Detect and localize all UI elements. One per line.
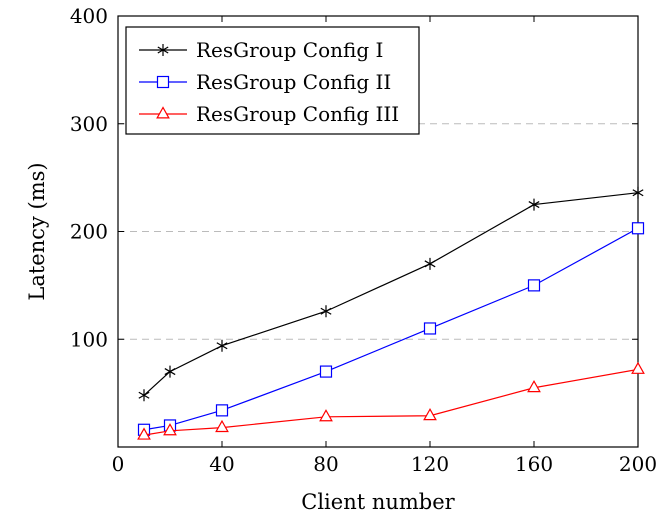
series-1-point-10 (138, 389, 150, 402)
legend-box (125, 26, 420, 135)
y-tick-label-300: 300 (70, 112, 108, 136)
x-tick-label-40: 40 (209, 452, 234, 476)
series-3-point-200 (631, 361, 645, 374)
x-tick-label-80: 80 (313, 452, 338, 476)
legend-label-1: ResGroup Config I (196, 38, 383, 62)
y-tick-label-100: 100 (70, 327, 108, 351)
series-2-point-40 (215, 404, 229, 417)
y-axis-label: Latency (ms) (25, 162, 49, 300)
x-tick-label-160: 160 (515, 452, 553, 476)
series-3-point-10 (137, 427, 151, 440)
series-1-point-200 (632, 186, 644, 199)
series-2 (137, 222, 645, 436)
y-tick-label-400: 400 (70, 4, 108, 28)
series-1 (138, 186, 644, 402)
y-tick-label-200: 200 (70, 220, 108, 244)
series-1-point-20 (164, 365, 176, 378)
x-tick-label-0: 0 (112, 452, 125, 476)
x-tick-label-200: 200 (619, 452, 656, 476)
series-2-point-160 (527, 279, 541, 292)
legend-marker-3 (156, 106, 170, 119)
series-2-point-80 (319, 365, 333, 378)
x-axis-label: Client number (301, 490, 455, 514)
series-2-point-120 (423, 322, 437, 335)
series-1-point-80 (320, 305, 332, 318)
series-2-line (143, 227, 639, 431)
legend-label-2: ResGroup Config II (196, 70, 391, 94)
legend-marker-2 (156, 75, 170, 89)
series-3-point-80 (319, 409, 333, 422)
legend: ResGroup Config I ResGroup Config II ResGr… (125, 26, 420, 135)
series-3-point-20 (163, 423, 177, 436)
series-1-point-120 (424, 257, 436, 270)
series-layer (137, 186, 645, 440)
series-3-point-40 (215, 419, 229, 433)
series-3-point-160 (527, 380, 541, 393)
tick-labels: 0 40 80 120 160 200 100 200 300 400 (70, 4, 656, 476)
series-2-point-200 (631, 222, 645, 235)
series-1-point-40 (216, 339, 228, 352)
series-3-point-120 (423, 408, 437, 421)
grid-lines (118, 123, 638, 340)
legend-marker-1 (157, 44, 169, 56)
series-1-point-160 (528, 198, 540, 211)
x-tick-label-120: 120 (411, 452, 449, 476)
series-3-line (143, 368, 639, 436)
legend-label-3: ResGroup Config III (196, 102, 399, 126)
series-1-line (143, 192, 639, 396)
series-3 (137, 361, 645, 440)
